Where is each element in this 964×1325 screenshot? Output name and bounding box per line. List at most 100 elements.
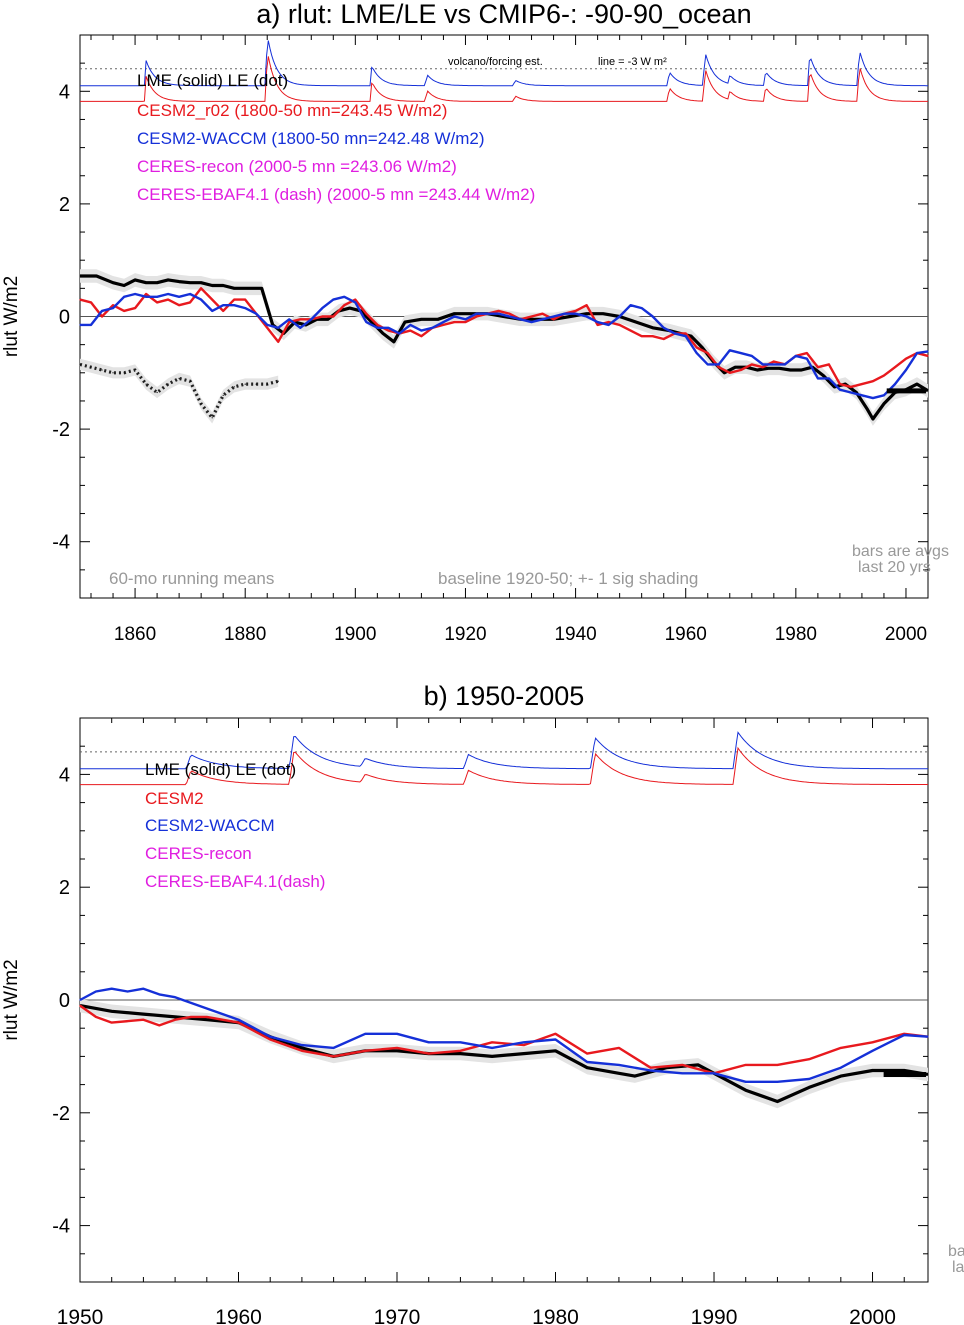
data-point-cesm2-waccm	[795, 355, 797, 357]
data-point-lme	[618, 1072, 620, 1074]
data-point-cesm2-waccm	[497, 313, 500, 315]
data-point-lme	[301, 1047, 303, 1049]
data-point-cesm2-waccm	[453, 315, 455, 318]
data-point-cesm2-waccm	[597, 321, 599, 323]
data-point-cesm2-waccm	[850, 391, 852, 394]
data-point-cesm2-r02	[332, 315, 334, 318]
data-point-cesm2	[142, 1019, 144, 1021]
x-tick-label: 1940	[554, 624, 596, 645]
data-point-lme	[349, 307, 351, 309]
data-point-cesm2-waccm	[475, 313, 478, 315]
data-point-cesm2-r02	[200, 287, 202, 289]
annotation-line-label: line = -3 W m²	[598, 56, 667, 68]
data-point-cesm2-waccm	[486, 313, 489, 315]
x-tick-label: 1960	[665, 624, 707, 645]
data-point-cesm2-r02	[134, 307, 136, 309]
data-point-le	[112, 372, 114, 374]
data-point-lme	[156, 282, 158, 284]
data-point-cesm2-r02	[850, 386, 852, 388]
data-point-cesm2-waccm	[519, 318, 522, 320]
data-point-cesm2-waccm	[652, 315, 654, 318]
data-point-lme	[111, 1010, 113, 1012]
data-point-cesm2-waccm	[745, 1081, 747, 1083]
data-point-cesm2-waccm	[101, 310, 103, 312]
data-point-cesm2	[871, 1041, 874, 1043]
data-point-cesm2-r02	[553, 318, 555, 320]
data-point-cesm2-waccm	[554, 1038, 557, 1041]
chart-title: b) 1950-2005	[424, 681, 585, 711]
data-point-cesm2-r02	[211, 299, 213, 301]
data-point-le	[244, 383, 246, 385]
data-point-cesm2-waccm	[376, 327, 378, 329]
data-point-cesm2-waccm	[905, 369, 907, 371]
data-point-lme	[523, 1053, 525, 1055]
data-point-cesm2-r02	[156, 301, 158, 303]
data-point-lme	[453, 313, 455, 315]
y-tick-label: 2	[59, 877, 70, 899]
data-point-cesm2-r02	[497, 310, 500, 312]
data-point-cesm2-r02	[530, 315, 533, 318]
data-point-cesm2-waccm	[773, 363, 775, 365]
sigma-band-le	[80, 358, 279, 424]
data-point-lme	[142, 1013, 144, 1015]
data-point-cesm2-r02	[79, 299, 81, 301]
legend-entry: CERES-recon (2000-5 mn =243.06 W/m2)	[137, 157, 457, 176]
data-point-cesm2-waccm	[903, 1034, 905, 1036]
data-point-cesm2	[554, 1033, 557, 1035]
data-point-lme	[903, 1069, 905, 1072]
data-point-lme	[420, 318, 422, 320]
data-point-cesm2-r02	[299, 318, 301, 320]
legend-entry: CERES-EBAF4.1(dash)	[145, 872, 325, 891]
data-point-lme	[652, 327, 654, 329]
data-point-cesm2-waccm	[806, 358, 808, 360]
data-point-cesm2-r02	[663, 338, 665, 340]
data-point-cesm2-waccm	[464, 318, 467, 320]
data-point-cesm2	[190, 1016, 192, 1018]
data-point-le	[167, 383, 169, 385]
forcing-line-cesm2	[80, 56, 928, 102]
data-point-lme	[767, 367, 769, 369]
annotation-baseline: baseline 1920-50; +- 1 sig shading	[438, 569, 698, 588]
data-point-cesm2-r02	[376, 324, 378, 326]
data-point-cesm2-waccm	[861, 394, 863, 396]
data-point-cesm2-waccm	[618, 1064, 620, 1066]
data-point-cesm2-waccm	[301, 1044, 303, 1046]
data-point-le	[90, 366, 92, 368]
data-point-cesm2-r02	[365, 313, 367, 315]
series-line-cesm2-waccm	[79, 987, 929, 1083]
forcing-line-cesm2	[80, 746, 928, 786]
data-point-cesm2-r02	[112, 304, 114, 306]
data-point-lme	[927, 1073, 929, 1075]
data-point-cesm2-waccm	[491, 1047, 493, 1049]
legend-entry: CESM2	[145, 789, 204, 808]
data-point-cesm2-r02	[707, 352, 709, 354]
data-point-cesm2-r02	[740, 369, 742, 371]
legend-entry: CESM2-WACCM (1800-50 mn=242.48 W/m2)	[137, 129, 485, 148]
data-point-cesm2-waccm	[751, 355, 753, 357]
data-point-cesm2-r02	[685, 332, 687, 334]
data-point-lme	[778, 367, 780, 369]
data-point-cesm2-r02	[354, 299, 356, 301]
data-point-cesm2	[364, 1050, 366, 1052]
data-point-cesm2-r02	[696, 346, 698, 349]
data-point-cesm2	[237, 1022, 240, 1024]
data-point-cesm2-r02	[806, 352, 808, 354]
forcing-line-waccm	[80, 731, 928, 770]
data-point-lme	[800, 369, 803, 371]
data-point-cesm2-r02	[619, 324, 621, 326]
data-point-cesm2-waccm	[112, 307, 114, 309]
data-point-le	[277, 380, 279, 382]
data-point-cesm2-r02	[90, 301, 92, 303]
data-point-cesm2-waccm	[244, 307, 246, 309]
y-tick-label: 0	[59, 307, 70, 329]
data-point-lme	[723, 372, 725, 374]
data-point-lme	[95, 275, 98, 277]
data-point-cesm2	[428, 1053, 430, 1055]
data-point-cesm2-waccm	[79, 999, 81, 1001]
data-point-cesm2-waccm	[586, 1061, 588, 1063]
data-point-cesm2-r02	[575, 310, 577, 312]
data-point-lme	[756, 369, 758, 371]
y-tick-label: 0	[59, 990, 70, 1012]
data-point-cesm2-waccm	[817, 377, 819, 379]
data-point-lme	[79, 275, 81, 277]
